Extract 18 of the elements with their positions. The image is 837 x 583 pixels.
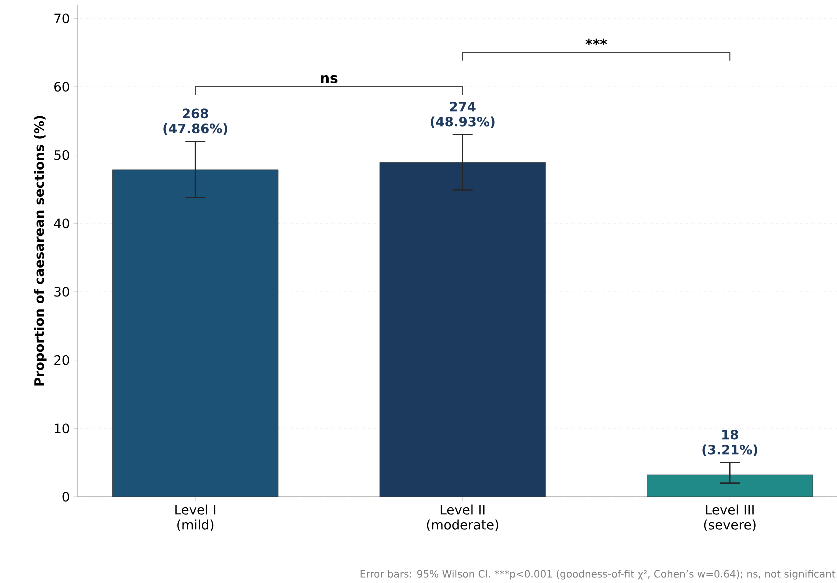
y-tick-label: 30 [54, 287, 70, 297]
x-tick-label: Level I (mild) [176, 504, 216, 532]
y-axis-title: Proportion of caesarean sections (%) [34, 116, 47, 386]
annotation: *** [586, 38, 608, 46]
y-tick-label: 20 [54, 355, 70, 366]
data-label: 18 (3.21%) [702, 430, 758, 456]
data-label: 268 (47.86%) [164, 108, 228, 136]
y-tick-label: 40 [54, 218, 70, 229]
text: Error bars: 95% Wilson CI. ***p<0.001 (goodness-of-fit χ², Cohen’s w=0.64); ns, not significant [360, 570, 836, 580]
data-label: 274 (48.93%) [430, 102, 495, 128]
x-tick-label: Level III (severe) [704, 504, 756, 532]
y-tick-label: 60 [54, 82, 70, 92]
y-tick-label: 50 [54, 150, 70, 160]
y-tick-label: 10 [55, 424, 70, 434]
y-tick-label: 70 [54, 14, 70, 24]
y-tick-label: 0 [62, 492, 70, 502]
annotation: ns [321, 75, 338, 84]
x-tick-label: Level II (moderate) [427, 504, 498, 532]
